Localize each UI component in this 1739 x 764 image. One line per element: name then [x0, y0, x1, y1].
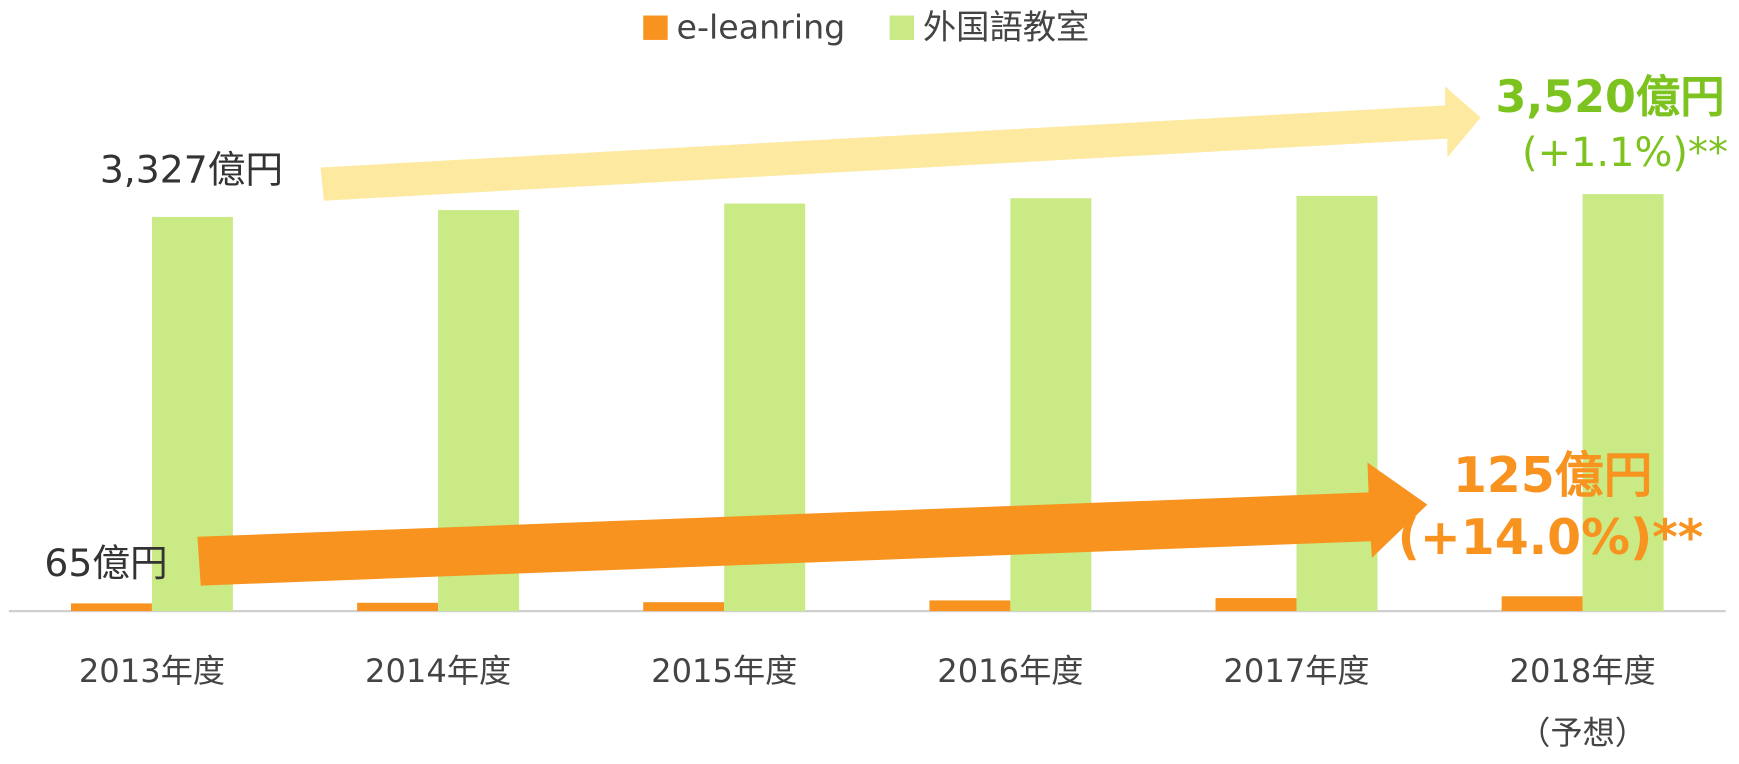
bar — [357, 602, 439, 612]
bar — [1215, 598, 1297, 612]
annotation: (+1.1%)** — [1522, 130, 1728, 176]
x-tick-label: 2016年度 — [937, 652, 1084, 690]
x-tick-label: 2017年度 — [1223, 652, 1370, 690]
bar — [643, 602, 725, 612]
legend-swatch — [643, 15, 668, 40]
x-tick-label: 2015年度 — [651, 652, 798, 690]
annotation: 3,520億円 — [1496, 72, 1725, 123]
legend-label: 外国語教室 — [923, 7, 1089, 46]
annotation: 3,327億円 — [100, 147, 283, 191]
x-tick-label: 2018年度 （予想） — [1509, 652, 1656, 752]
x-tick-label: 2013年度 — [78, 652, 226, 690]
bar — [1501, 596, 1583, 612]
legend-swatch — [889, 15, 915, 40]
legend-label: e-leanring — [677, 7, 846, 46]
bar — [1296, 195, 1378, 612]
annotation: (+14.0%)** — [1398, 509, 1704, 566]
green-trend-arrow — [320, 86, 1481, 201]
bar — [929, 600, 1011, 612]
orange-trend-arrow — [197, 462, 1428, 586]
x-tick-label: 2014年度 — [364, 652, 512, 690]
bar — [1582, 194, 1664, 612]
annotation: 125億円 — [1453, 447, 1652, 504]
bar — [70, 603, 152, 612]
annotation: 65億円 — [44, 541, 167, 585]
